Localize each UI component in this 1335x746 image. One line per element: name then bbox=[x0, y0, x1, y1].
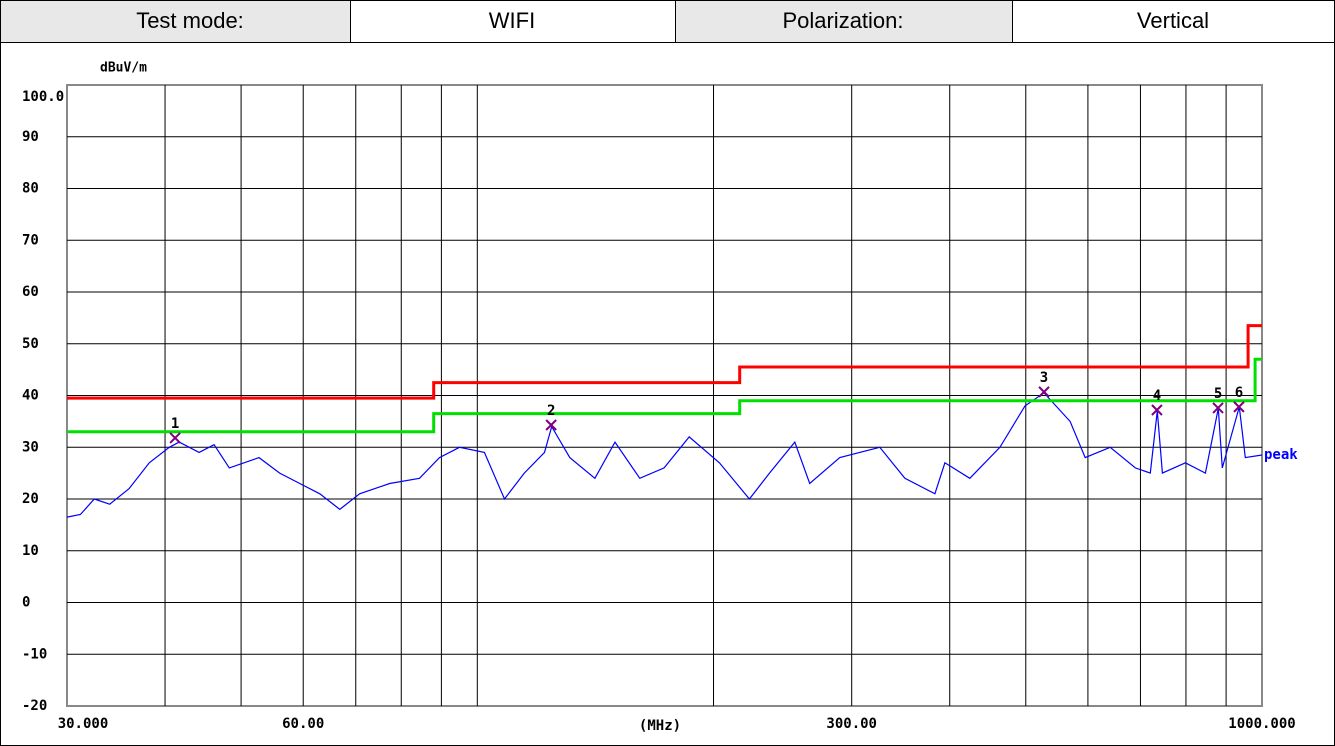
marker-label: 6 bbox=[1235, 385, 1243, 401]
marker-label: 4 bbox=[1153, 388, 1161, 404]
y-tick-label: -10 bbox=[22, 646, 47, 662]
x-tick-label: 300.00 bbox=[826, 716, 877, 732]
series-line bbox=[66, 392, 1263, 518]
marker bbox=[1151, 404, 1163, 416]
y-tick-label: 90 bbox=[22, 129, 39, 145]
marker-label: 1 bbox=[171, 416, 179, 432]
y-tick-label: 80 bbox=[22, 181, 39, 197]
y-tick-label: 70 bbox=[22, 232, 39, 248]
marker bbox=[545, 419, 557, 431]
y-tick-label: 50 bbox=[22, 336, 39, 352]
y-tick-label: 10 bbox=[22, 543, 39, 559]
x-tick-label: 30.000 bbox=[58, 716, 109, 732]
header-cell bbox=[0, 0, 351, 43]
y-axis-label: dBuV/m bbox=[100, 61, 147, 76]
marker bbox=[1233, 401, 1245, 413]
y-tick-label: 100.0 bbox=[22, 89, 64, 105]
y-tick-label: 30 bbox=[22, 439, 39, 455]
marker bbox=[1212, 402, 1224, 414]
x-axis-label: (MHz) bbox=[639, 718, 681, 734]
header-cell bbox=[1012, 0, 1335, 43]
series-line bbox=[67, 324, 1262, 400]
series-line bbox=[67, 357, 1262, 434]
header-cell bbox=[350, 0, 676, 43]
header-value: WIFI bbox=[489, 8, 535, 33]
marker-label: 3 bbox=[1040, 370, 1048, 386]
header-label: Polarization: bbox=[782, 8, 903, 33]
header-cell bbox=[675, 0, 1013, 43]
marker bbox=[1038, 386, 1050, 398]
marker-label: 2 bbox=[547, 403, 555, 419]
header-label: Test mode: bbox=[136, 8, 244, 33]
x-tick-label: 1000.000 bbox=[1228, 716, 1295, 732]
y-tick-label: 60 bbox=[22, 284, 39, 300]
y-tick-label: 0 bbox=[22, 595, 30, 611]
y-tick-label: 20 bbox=[22, 491, 39, 507]
marker-label: 5 bbox=[1214, 386, 1222, 402]
y-tick-label: -20 bbox=[22, 698, 47, 714]
header-value: Vertical bbox=[1137, 8, 1209, 33]
marker bbox=[169, 432, 181, 444]
legend-label: peak bbox=[1264, 447, 1298, 463]
y-tick-label: 40 bbox=[22, 388, 39, 404]
x-tick-label: 60.00 bbox=[282, 716, 324, 732]
